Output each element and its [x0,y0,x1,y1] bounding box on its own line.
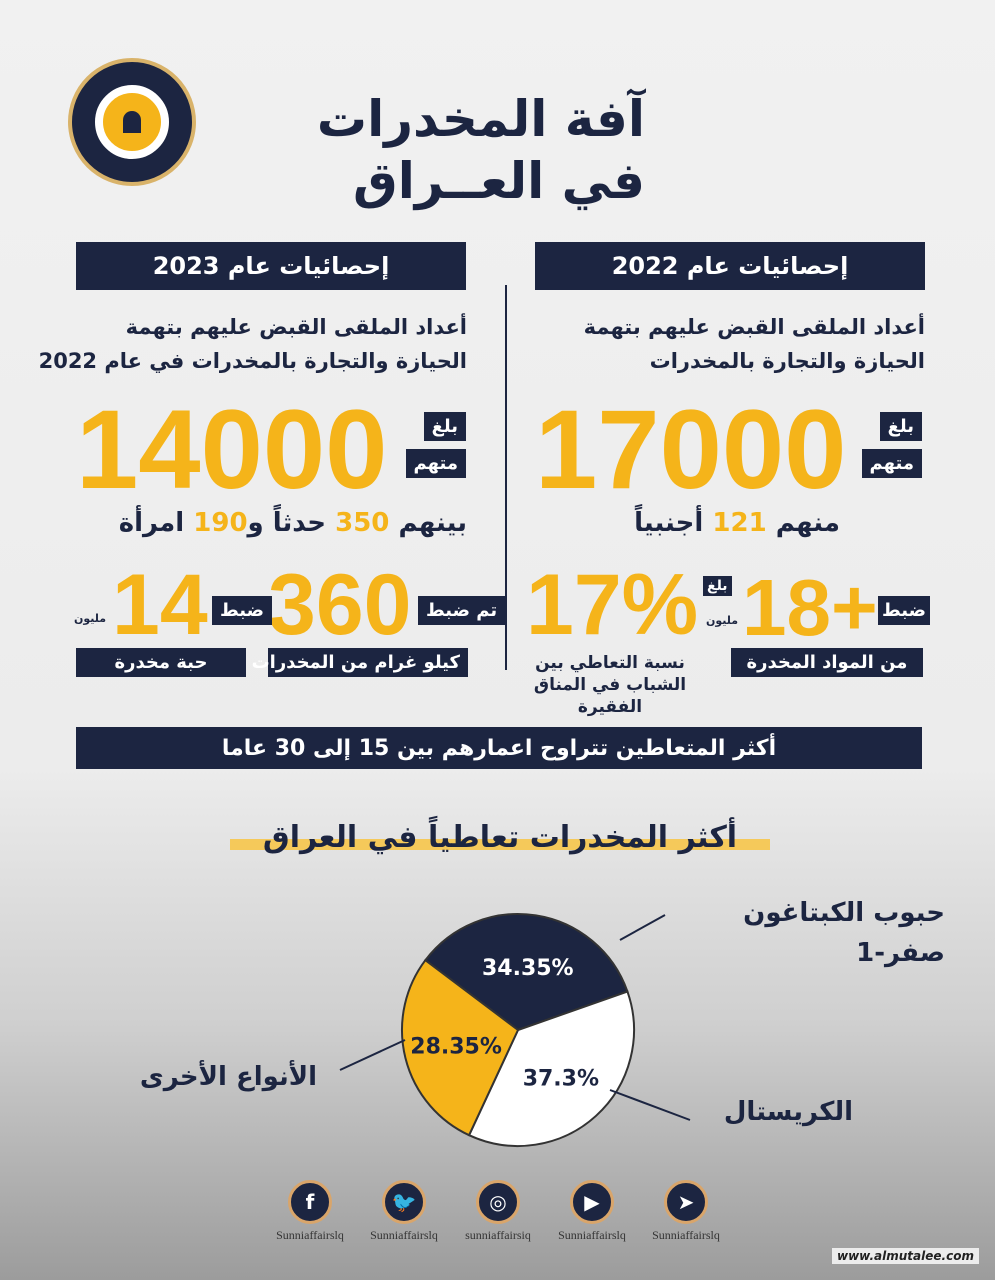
social-handle: Sunniaffairslq [652,1228,720,1242]
leader-line [619,914,666,941]
facebook-icon[interactable]: f [288,1180,332,1224]
juveniles-count: 350 [335,508,390,538]
social-link[interactable]: f Sunniaffairslq [265,1180,355,1243]
divider [505,285,507,670]
accused-label: متهم [405,449,466,478]
leader-line [609,1089,691,1121]
header-2022: إحصائيات عام 2022 [535,242,925,290]
pct-tag: بلغ [703,576,732,596]
pie-chart: 34.35% 37.3% 28.35% [339,913,691,1147]
pct-label: نسبة التعاطي بين الشباب في المناق الفقير… [530,652,690,718]
page-title: آفة المخدرات في العــراق [317,88,645,212]
social-handle: Sunniaffairslq [370,1228,438,1242]
text: منهم [775,508,840,538]
accused-label: متهم [861,449,922,478]
foreigners: منهم 121 أجنبياً [634,508,840,538]
label-crystal: الكريستال [723,1097,853,1127]
pie-slice [423,913,629,1032]
label-others: الأنواع الأخرى [139,1062,317,1092]
header-2023: إحصائيات عام 2023 [76,242,466,290]
chart-title: أكثر المخدرات تعاطياً في العراق [230,820,770,855]
juveniles-women: بينهم 350 حدثاً و190 امرأة [119,508,467,538]
twitter-icon[interactable]: 🐦 [382,1180,426,1224]
desc-line: أعداد الملقى القبض عليهم بتهمة [125,315,467,339]
pie-data-label: 34.35% [482,956,574,981]
pills-label: حبة مخدرة [76,648,246,677]
youtube-icon[interactable]: ▶ [570,1180,614,1224]
kg-number: 360 [268,557,412,653]
seized-label: من المواد المخدرة [731,648,923,677]
instagram-icon[interactable]: ◎ [476,1180,520,1224]
text: امرأة [118,508,185,538]
text: صفر-1 [856,938,945,968]
social-handle: Sunniaffairslq [276,1228,344,1242]
social-link[interactable]: ➤ Sunniaffairslq [641,1180,731,1243]
mosque-icon [95,85,169,159]
pills-number: 14 [112,557,208,653]
pills-tag: ضبط [212,596,273,625]
social-links: f Sunniaffairslq 🐦 Sunniaffairslq ◎ sunniaffa… [265,1180,731,1243]
reached-label: بلغ [879,412,922,441]
pills-unit: مليون [74,612,107,625]
text: نسبة التعاطي بين [535,653,685,673]
arrests-2022-tags: بلغ متهم [861,412,922,478]
text: بينهم [398,508,467,538]
social-link[interactable]: ◎ sunniaffairsiq [453,1180,543,1243]
social-link[interactable]: 🐦 Sunniaffairslq [359,1180,449,1243]
pie-data-label: 37.3% [523,1066,599,1091]
arrests-2022: 17000 [535,387,847,512]
pie-data-label: 28.35% [410,1034,502,1059]
text: الفقيرة [577,697,643,717]
text: حدثاً و [247,508,327,538]
logo [68,58,196,186]
desc-line: الحيازة والتجارة بالمخدرات في عام 2022 [38,349,467,373]
kg-label: كيلو غرام من المخدرات [252,648,468,677]
age-banner: أكثر المتعاطين تتراوح اعمارهم بين 15 إلى… [76,727,922,769]
desc-2023: أعداد الملقى القبض عليهم بتهمة الحيازة و… [39,310,467,378]
telegram-icon[interactable]: ➤ [664,1180,708,1224]
desc-line: أعداد الملقى القبض عليهم بتهمة [583,315,925,339]
seized-tag: ضبط [878,596,931,625]
pie-slice [401,958,520,1137]
text: أجنبياً [634,508,704,538]
pct-number: 17% [526,557,699,653]
social-handle: sunniaffairsiq [465,1228,531,1242]
desc-line: الحيازة والتجارة بالمخدرات [649,349,925,373]
reached-label: بلغ [423,412,466,441]
text: حبوب الكبتاغون [743,898,945,928]
pie-slice [467,990,635,1147]
title-line-1: آفة المخدرات [316,90,645,148]
title-line-2: في العــراق [353,152,645,210]
arrests-2023-tags: بلغ متهم [405,412,466,478]
label-captagon: حبوب الكبتاغون صفر-1 [743,893,945,973]
watermark: www.almutalee.com [832,1248,979,1264]
text: الشباب في المناق [533,675,687,695]
seized-unit: مليون [706,614,739,627]
women-count: 190 [193,508,248,538]
seized-number: 18+ [742,563,878,652]
social-handle: Sunniaffairslq [558,1228,626,1242]
social-link[interactable]: ▶ Sunniaffairslq [547,1180,637,1243]
leader-line [339,1039,406,1071]
arrests-2023: 14000 [76,387,388,512]
foreign-count: 121 [712,508,767,538]
kg-tag: تم ضبط [418,596,506,625]
desc-2022: أعداد الملقى القبض عليهم بتهمة الحيازة و… [584,310,925,378]
